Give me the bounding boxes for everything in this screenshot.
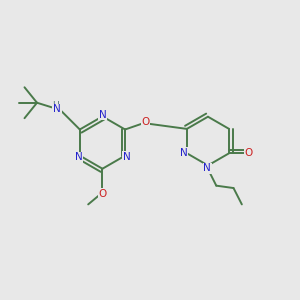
Text: N: N	[75, 152, 83, 162]
Text: N: N	[180, 148, 188, 158]
Text: N: N	[203, 164, 211, 173]
Text: O: O	[141, 117, 149, 128]
Text: O: O	[98, 189, 106, 199]
Text: N: N	[99, 110, 106, 120]
Text: H: H	[52, 101, 59, 110]
Text: N: N	[53, 104, 61, 114]
Text: O: O	[245, 148, 253, 158]
Text: N: N	[123, 152, 131, 161]
